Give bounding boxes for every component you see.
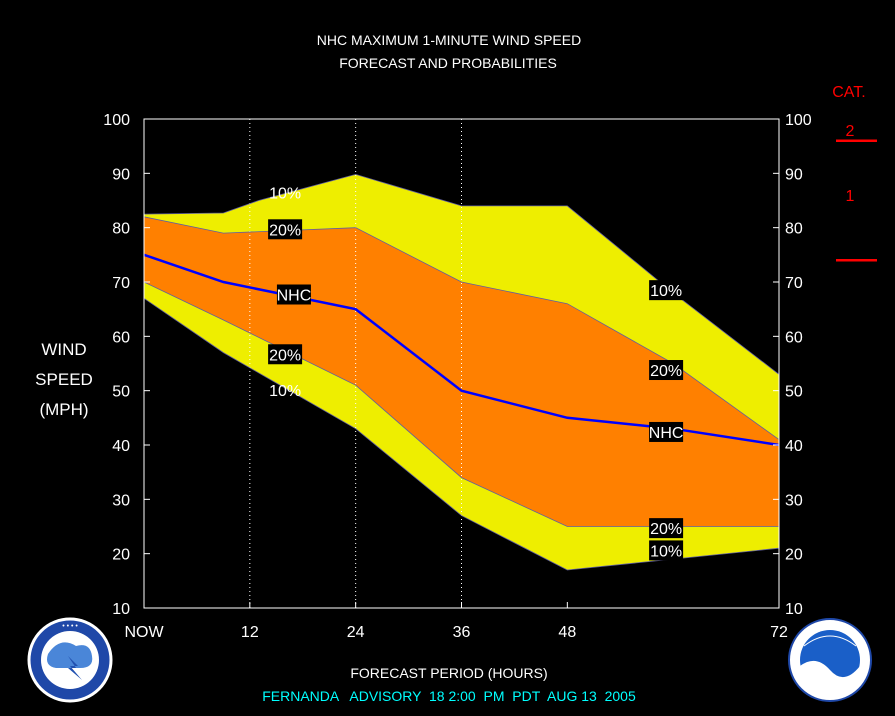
y-tick-label-right: 50 xyxy=(785,384,803,401)
y-tick-label-left: 50 xyxy=(112,384,130,401)
annotation-label: 10% xyxy=(650,283,682,300)
y-tick-label-right: 40 xyxy=(785,438,803,455)
y-tick-label-right: 80 xyxy=(785,221,803,238)
cat-label: 1 xyxy=(846,188,855,205)
annotation-box xyxy=(268,344,303,365)
x-tick-label: 12 xyxy=(241,624,259,641)
y-axis-label: WIND SPEED (MPH) xyxy=(35,340,93,419)
ylabel-line-2: SPEED xyxy=(35,370,93,389)
advisory-footer: FERNANDA ADVISORY 18 2:00 PM PDT AUG 13 … xyxy=(262,688,636,704)
y-tick-label-left: 80 xyxy=(112,221,130,238)
ylabel-line-1: WIND xyxy=(41,340,86,359)
annotation-box xyxy=(649,518,684,539)
annotation-box xyxy=(276,284,311,305)
svg-text:• • • •: • • • • xyxy=(62,623,78,630)
annotation-box xyxy=(649,280,684,301)
x-tick-label: 36 xyxy=(453,624,471,641)
chart-title: NHC MAXIMUM 1-MINUTE WIND SPEED xyxy=(317,32,581,48)
x-tick-label: 72 xyxy=(770,624,788,641)
band-annotations: 10% 20% NHC 20% 10% 10% 20% NHC 20% 10% xyxy=(268,185,684,561)
nws-logo: • • • • xyxy=(27,617,113,703)
x-tick-label: 48 xyxy=(558,624,576,641)
y-tick-label-left: 100 xyxy=(103,112,130,129)
y-tick-label-left: 40 xyxy=(112,438,130,455)
hurricane-category-scale: CAT. 2 1 xyxy=(832,84,877,262)
cat-title: CAT. xyxy=(832,84,865,101)
annotation-label: 10% xyxy=(269,185,301,202)
annotation-box xyxy=(268,219,303,240)
x-axis-label: FORECAST PERIOD (HOURS) xyxy=(350,665,547,681)
x-tick-label: 24 xyxy=(347,624,365,641)
y-tick-label-right: 70 xyxy=(785,275,803,292)
noaa-logo xyxy=(788,618,872,702)
y-tick-label-left: 60 xyxy=(112,329,130,346)
x-tick-label: NOW xyxy=(124,624,164,641)
y-tick-label-right: 20 xyxy=(785,547,803,564)
y-tick-label-left: 10 xyxy=(112,601,130,618)
y-tick-label-left: 90 xyxy=(112,166,130,183)
annotation-label: NHC xyxy=(649,425,684,442)
grid-lines xyxy=(249,119,462,608)
annotation-box xyxy=(649,421,684,442)
y-tick-label-right: 10 xyxy=(785,601,803,618)
y-tick-label-right: 60 xyxy=(785,329,803,346)
y-tick-label-right: 30 xyxy=(785,492,803,509)
y-tick-label-right: 90 xyxy=(785,166,803,183)
y-tick-label-left: 70 xyxy=(112,275,130,292)
annotation-label: 20% xyxy=(269,222,301,239)
annotation-label: 20% xyxy=(650,363,682,380)
probability-bands xyxy=(144,174,779,570)
ylabel-line-3: (MPH) xyxy=(39,400,88,419)
series-line-upper10 xyxy=(143,173,780,375)
annotation-label: 10% xyxy=(650,543,682,560)
axis-ticks: 10 10 20 20 30 30 40 40 50 50 60 60 70 70 80 80 90 90 100 1… xyxy=(103,112,812,641)
cat-label: 2 xyxy=(846,123,855,140)
y-tick-label-left: 30 xyxy=(112,492,130,509)
annotation-box xyxy=(649,360,684,381)
annotation-label: 20% xyxy=(269,347,301,364)
y-tick-label-right: 100 xyxy=(785,112,812,129)
annotation-label: 10% xyxy=(269,383,301,400)
y-tick-label-left: 20 xyxy=(112,547,130,564)
chart-subtitle: FORECAST AND PROBABILITIES xyxy=(339,55,557,71)
annotation-box xyxy=(649,540,684,561)
annotation-label: NHC xyxy=(277,287,312,304)
annotation-label: 20% xyxy=(650,521,682,538)
